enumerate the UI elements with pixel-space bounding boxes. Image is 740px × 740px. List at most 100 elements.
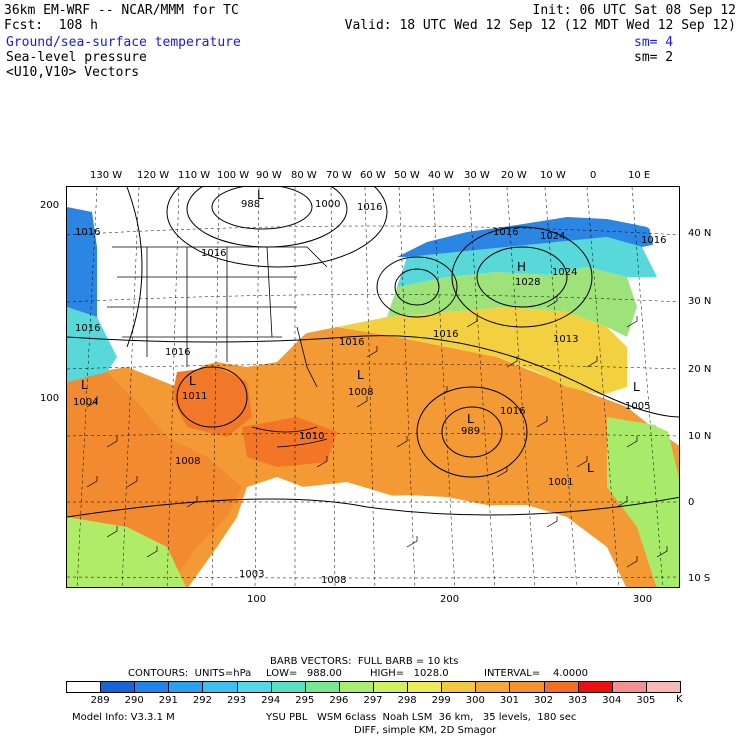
isobar-label: 1016	[433, 329, 458, 340]
contour-high: HIGH= 1028.0	[370, 668, 449, 679]
physics-info: YSU PBL WSM 6class Noah LSM 36 km, 35 le…	[266, 712, 577, 723]
colorbar-swatch	[100, 681, 136, 693]
isobar-label: 1003	[239, 569, 264, 580]
isobar-label: 1028	[515, 277, 540, 288]
low-marker: L	[257, 188, 264, 202]
lon-label: 20 W	[501, 170, 527, 181]
land-south-america	[277, 482, 467, 587]
sst-pacific-cold	[67, 207, 97, 317]
lat-label: 10 N	[688, 431, 712, 442]
low-marker: L	[189, 374, 196, 388]
isobar-label: 1008	[175, 456, 200, 467]
colorbar-tick-label: 298	[397, 695, 417, 706]
isobar-label: 1016	[493, 227, 518, 238]
grid-y-label: 200	[40, 200, 60, 211]
isobar-label: 1011	[182, 391, 207, 402]
colorbar-unit: K	[676, 694, 683, 705]
contour-units: CONTOURS: UNITS=hPa	[128, 668, 252, 679]
colorbar-tick-label: 289	[90, 695, 110, 706]
colorbar-tick-label: 301	[499, 695, 519, 706]
isobar-label: 989	[461, 426, 480, 437]
boundaries	[107, 246, 328, 448]
colorbar-swatch	[577, 681, 613, 693]
high-marker: H	[517, 260, 526, 274]
isobar-label: 1016	[75, 323, 100, 334]
model-info: Model Info: V3.3.1 M	[72, 712, 175, 723]
sst-caribbean	[242, 417, 337, 467]
init-time: Init: 06 UTC Sat 08 Sep 12	[532, 3, 737, 18]
lat-label: 30 N	[688, 296, 712, 307]
colorbar-tick-label: 302	[534, 695, 554, 706]
model-title: 36km EM-WRF -- NCAR/MMM for TC	[4, 3, 239, 18]
lon-label: 100 W	[217, 170, 250, 181]
map-canvas: 988 1000 1016 1016 1016 1024 1024 1028 1…	[67, 187, 679, 587]
low-marker: L	[357, 368, 364, 382]
sst-pacific-cool	[67, 307, 117, 382]
isobar-label: 988	[241, 199, 260, 210]
lon-label: 10 W	[540, 170, 566, 181]
colorbar-tick-label: 305	[636, 695, 656, 706]
grid-y-label: 100	[40, 393, 60, 404]
isobar-label: 1016	[201, 248, 226, 259]
lat-label: 20 N	[688, 364, 712, 375]
colorbar-tick-label: 304	[602, 695, 622, 706]
colorbar-swatch	[202, 681, 238, 693]
lon-label: 110 W	[178, 170, 211, 181]
isobar-label: 1016	[500, 406, 525, 417]
lon-label: 40 W	[428, 170, 454, 181]
isobar-label: 1008	[348, 387, 373, 398]
colorbar-swatch	[373, 681, 409, 693]
low-marker: L	[81, 378, 88, 392]
field-sst-smoothing: sm= 4	[634, 35, 674, 50]
lon-label: 60 W	[360, 170, 386, 181]
colorbar-swatch	[168, 681, 204, 693]
lon-label: 130 W	[90, 170, 123, 181]
colorbar-swatch	[611, 681, 647, 693]
colorbar-tick-label: 293	[227, 695, 247, 706]
low-marker: L	[633, 380, 640, 394]
diffusion-info: DIFF, simple KM, 2D Smagor	[354, 725, 497, 736]
pressure-centers: L L L L L L L H	[81, 188, 640, 475]
pressure-labels: 988 1000 1016 1016 1016 1024 1024 1028 1…	[73, 199, 666, 586]
isobars	[67, 187, 679, 518]
lon-label: 120 W	[137, 170, 170, 181]
lon-label: 50 W	[394, 170, 420, 181]
lat-label: 40 N	[688, 228, 712, 239]
barb-legend: BARB VECTORS: FULL BARB = 10 kts	[270, 656, 459, 667]
contour-interval: INTERVAL= 4.0000	[484, 668, 588, 679]
field-sst-label: Ground/sea-surface temperature	[6, 35, 241, 50]
colorbar-tick-label: 303	[568, 695, 588, 706]
lon-label: 10 E	[628, 170, 651, 181]
colorbar-swatch	[645, 681, 681, 693]
colorbar-tick-label: 296	[329, 695, 349, 706]
lat-label: 10 S	[688, 573, 711, 584]
isobar-label: 1016	[339, 337, 364, 348]
colorbar-tick-label: 290	[124, 695, 144, 706]
colorbar-swatch	[66, 681, 102, 693]
isobar-label: 1016	[641, 235, 666, 246]
lon-label: 0	[590, 170, 597, 181]
forecast-map: 988 1000 1016 1016 1016 1024 1024 1028 1…	[66, 186, 680, 588]
isobar-label: 1000	[315, 199, 340, 210]
colorbar-tick-label: 292	[192, 695, 212, 706]
low-marker: L	[467, 412, 474, 426]
lon-label: 90 W	[256, 170, 282, 181]
field-slp-smoothing: sm= 2	[634, 50, 674, 65]
sst-cold-north	[397, 217, 667, 257]
isobar-label: 1016	[75, 227, 100, 238]
sst-gulf	[172, 367, 252, 437]
forecast-hour: Fcst: 108 h	[4, 18, 98, 33]
low-marker: L	[587, 461, 594, 475]
colorbar-swatch	[338, 681, 374, 693]
grid-x-label: 300	[633, 594, 653, 605]
isobar-label: 1016	[357, 202, 382, 213]
colorbar-swatch	[134, 681, 170, 693]
sst-yellow-band	[337, 307, 627, 395]
isobar-label: 1016	[165, 347, 190, 358]
field-slp-label: Sea-level pressure	[6, 50, 147, 65]
field-vectors-label: <U10,V10> Vectors	[6, 65, 140, 80]
colorbar-swatch	[441, 681, 477, 693]
lon-label: 30 W	[464, 170, 490, 181]
isobar-label: 1013	[553, 334, 578, 345]
graticule	[67, 187, 679, 587]
